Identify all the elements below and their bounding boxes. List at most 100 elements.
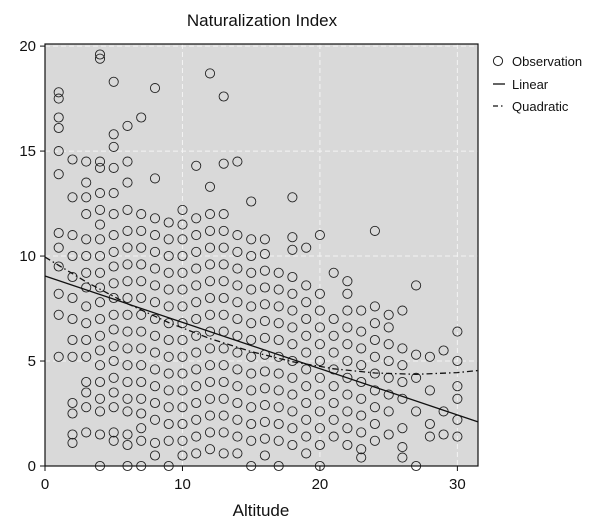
data-point xyxy=(342,423,353,434)
data-point xyxy=(122,120,133,131)
data-point xyxy=(356,410,367,421)
data-point xyxy=(94,360,106,371)
data-point xyxy=(177,334,188,346)
data-point xyxy=(411,372,422,383)
data-point xyxy=(149,364,161,375)
data-point xyxy=(204,393,216,404)
data-point xyxy=(191,397,202,409)
data-point xyxy=(301,242,312,253)
data-point xyxy=(191,160,202,171)
data-point xyxy=(383,389,394,400)
data-point xyxy=(67,397,78,409)
data-point xyxy=(314,322,325,333)
data-point xyxy=(191,280,202,291)
data-point xyxy=(177,204,188,215)
data-point xyxy=(411,349,422,360)
data-point xyxy=(356,305,367,316)
data-point xyxy=(94,267,106,278)
data-point xyxy=(204,276,216,287)
data-point xyxy=(287,406,298,417)
data-point xyxy=(246,196,257,207)
data-point xyxy=(108,402,119,413)
data-point xyxy=(94,162,106,173)
data-point xyxy=(342,389,353,400)
data-point xyxy=(108,188,119,199)
data-point xyxy=(259,316,270,327)
data-point xyxy=(369,334,380,346)
data-point xyxy=(259,416,270,427)
data-point xyxy=(122,156,133,167)
data-point xyxy=(67,250,78,262)
data-point xyxy=(94,156,106,167)
data-point xyxy=(163,217,174,228)
data-point xyxy=(232,280,243,291)
data-point xyxy=(136,259,147,270)
data-point xyxy=(204,410,216,421)
data-point xyxy=(149,83,161,94)
data-point xyxy=(136,292,147,304)
data-point xyxy=(122,276,133,287)
data-point xyxy=(94,188,106,199)
data-point xyxy=(259,450,270,461)
data-point xyxy=(301,397,312,409)
data-point xyxy=(246,284,257,295)
data-point xyxy=(204,360,216,371)
data-point xyxy=(53,351,64,362)
data-point xyxy=(218,376,229,388)
data-point xyxy=(53,261,64,272)
data-point xyxy=(314,355,325,367)
x-axis-label: Altitude xyxy=(233,501,290,520)
data-point xyxy=(232,381,243,392)
data-point xyxy=(259,332,270,343)
data-point xyxy=(218,448,229,459)
data-point xyxy=(81,177,92,188)
data-point xyxy=(108,278,119,289)
data-point xyxy=(53,309,64,320)
data-point xyxy=(301,330,312,341)
data-point xyxy=(108,355,119,367)
data-point xyxy=(122,393,133,404)
data-point xyxy=(232,246,243,257)
data-point xyxy=(287,389,298,400)
data-point xyxy=(67,154,78,165)
data-point xyxy=(218,91,229,102)
data-point xyxy=(122,259,133,270)
data-point xyxy=(246,435,257,446)
data-point xyxy=(53,112,64,123)
data-point xyxy=(246,250,257,262)
data-point xyxy=(424,418,435,430)
data-point xyxy=(369,351,380,362)
data-point xyxy=(204,242,216,253)
data-point xyxy=(383,322,394,333)
data-point xyxy=(122,204,133,215)
y-tick-label: 5 xyxy=(28,353,36,370)
data-point xyxy=(259,400,270,411)
data-point xyxy=(149,414,161,425)
data-point xyxy=(204,376,216,388)
data-point xyxy=(246,418,257,430)
data-point xyxy=(218,309,229,320)
data-point xyxy=(259,234,270,245)
data-point xyxy=(94,282,106,293)
data-point xyxy=(94,297,106,308)
data-point xyxy=(232,263,243,274)
data-point xyxy=(94,204,106,215)
data-point xyxy=(67,230,78,241)
data-point xyxy=(328,397,339,409)
data-point xyxy=(149,263,161,274)
data-point xyxy=(383,339,394,350)
data-point xyxy=(149,437,161,448)
data-point xyxy=(301,381,312,392)
y-tick-label: 0 xyxy=(28,458,36,475)
data-point xyxy=(218,393,229,404)
data-point xyxy=(177,351,188,362)
data-point xyxy=(136,408,147,419)
data-point xyxy=(218,292,229,304)
data-point xyxy=(218,242,229,253)
x-tick-label: 30 xyxy=(449,476,466,493)
data-point xyxy=(136,435,147,446)
data-point xyxy=(163,385,174,396)
data-point xyxy=(273,318,284,329)
y-tick-label: 10 xyxy=(19,248,36,265)
